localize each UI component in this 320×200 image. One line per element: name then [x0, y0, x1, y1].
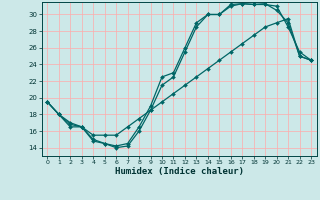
X-axis label: Humidex (Indice chaleur): Humidex (Indice chaleur) — [115, 167, 244, 176]
